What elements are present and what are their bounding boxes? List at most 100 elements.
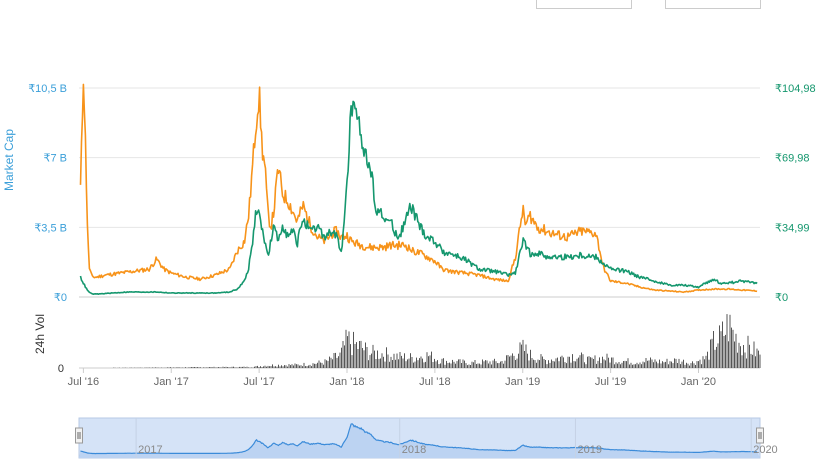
volume-bar: [708, 359, 710, 368]
volume-bar: [581, 352, 582, 368]
volume-bar: [489, 361, 491, 368]
volume-bar: [488, 363, 489, 368]
volume-bar: [503, 363, 504, 368]
volume-bar: [491, 364, 492, 368]
navigator-handle-left[interactable]: [75, 427, 83, 444]
y-axis-label-market-cap: Market Cap: [2, 129, 16, 191]
volume-bar: [270, 366, 272, 368]
volume-bar: [471, 361, 473, 368]
volume-bar: [444, 364, 446, 368]
volume-bar: [210, 367, 212, 368]
volume-bar: [656, 361, 657, 368]
volume-bar: [417, 360, 419, 368]
volume-bar: [176, 367, 177, 368]
volume-axis-ticks: 0: [58, 363, 64, 375]
volume-bar: [450, 363, 452, 368]
volume-bar: [590, 357, 591, 368]
volume-bar: [494, 358, 495, 368]
volume-bar: [584, 362, 585, 368]
volume-bar: [341, 347, 342, 368]
volume-bar: [462, 359, 464, 368]
volume-bar: [354, 344, 356, 368]
volume-bar: [671, 361, 672, 368]
volume-bar: [720, 331, 722, 368]
volume-bar: [396, 353, 398, 368]
volume-bar: [269, 366, 270, 368]
volume-bar: [701, 364, 702, 368]
volume-bar: [650, 357, 651, 368]
volume-bar: [459, 359, 461, 368]
navigator-handle-right[interactable]: [756, 427, 764, 444]
volume-bar: [392, 360, 393, 368]
volume-bar: [537, 359, 539, 368]
volume-bar: [500, 361, 501, 368]
volume-bar: [272, 364, 273, 368]
volume-bar: [618, 362, 620, 368]
volume-bar: [740, 346, 741, 368]
range-button-left[interactable]: [536, 0, 632, 9]
volume-bar: [344, 345, 345, 368]
volume-bar: [681, 361, 683, 368]
navigator-label: 2019: [577, 444, 601, 456]
volume-bar: [609, 362, 611, 368]
volume-bar: [408, 358, 410, 368]
volume-bar: [345, 329, 347, 368]
volume-bar: [369, 355, 371, 368]
volume-bar: [300, 365, 302, 368]
volume-bar: [516, 358, 518, 368]
volume-bar: [362, 348, 363, 368]
volume-bar: [653, 362, 654, 368]
left-tick-label: ₹10,5 B: [28, 83, 67, 95]
volume-bar: [290, 365, 291, 368]
volume-bar: [468, 364, 470, 368]
volume-bar: [368, 360, 369, 368]
volume-bar: [353, 331, 354, 368]
volume-bar: [495, 361, 497, 368]
volume-bar: [456, 361, 458, 368]
x-tick-label: Jul '18: [419, 376, 450, 388]
volume-bar: [338, 356, 339, 368]
volume-bar: [597, 360, 599, 368]
volume-bar: [713, 331, 714, 368]
volume-bar: [741, 355, 743, 368]
volume-bar: [623, 361, 624, 368]
range-button-right[interactable]: [665, 0, 761, 9]
volume-bar: [206, 367, 207, 368]
range-navigator[interactable]: 2017 2018 2019 2020: [75, 417, 778, 459]
volume-bar: [239, 366, 240, 368]
x-tick-label: Jan '17: [154, 376, 189, 388]
volume-bar: [453, 361, 455, 368]
volume-bar: [573, 361, 575, 368]
market-cap-line: [79, 83, 758, 294]
chart-series: [79, 83, 758, 295]
volume-bar: [261, 367, 263, 368]
volume-bar: [218, 367, 219, 368]
volume-bar: [746, 358, 747, 368]
volume-bar: [173, 367, 174, 368]
volume-bar: [306, 366, 308, 368]
volume-bar: [594, 355, 596, 368]
volume-bar: [554, 361, 555, 368]
volume-bar: [693, 363, 695, 368]
volume-bar: [615, 362, 617, 368]
volume-bar: [474, 360, 476, 368]
volume-bar: [515, 360, 516, 368]
volume-bar: [177, 367, 179, 368]
volume-bar: [390, 356, 392, 368]
volume-bar: [593, 359, 594, 368]
volume-bar: [233, 366, 234, 368]
volume-bar: [633, 364, 635, 368]
volume-bar: [198, 367, 200, 368]
volume-bar: [540, 354, 542, 368]
volume-bar: [522, 339, 524, 368]
volume-bar: [677, 363, 678, 368]
volume-bar: [446, 360, 447, 368]
volume-bar: [716, 346, 717, 368]
volume-bar: [588, 356, 590, 368]
volume-bar: [546, 364, 548, 368]
volume-bar: [449, 362, 450, 368]
volume-bar: [321, 362, 323, 368]
volume-bar: [501, 361, 503, 368]
volume-bar: [438, 364, 440, 368]
volume-bar: [170, 367, 171, 368]
